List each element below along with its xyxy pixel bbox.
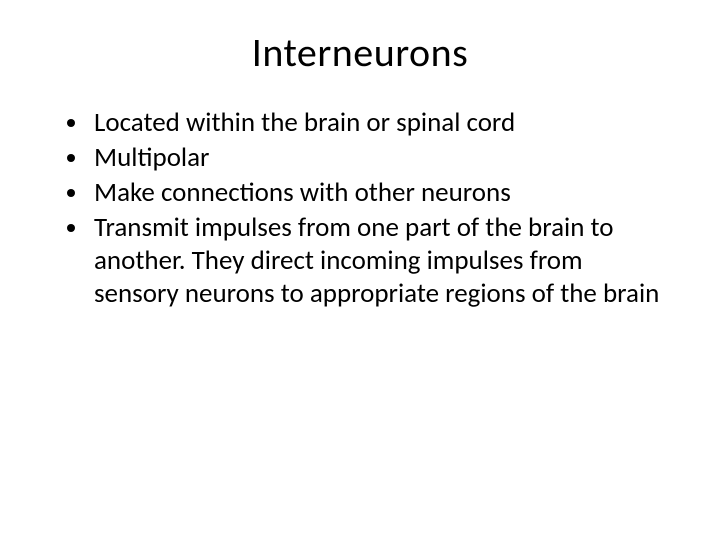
list-item: Transmit impulses from one part of the b…: [90, 212, 660, 311]
list-item: Multipolar: [90, 142, 660, 175]
bullet-list: Located within the brain or spinal cord …: [40, 107, 680, 311]
list-item: Make connections with other neurons: [90, 177, 660, 210]
slide: Interneurons Located within the brain or…: [0, 0, 720, 540]
slide-title: Interneurons: [40, 28, 680, 77]
list-item: Located within the brain or spinal cord: [90, 107, 660, 140]
